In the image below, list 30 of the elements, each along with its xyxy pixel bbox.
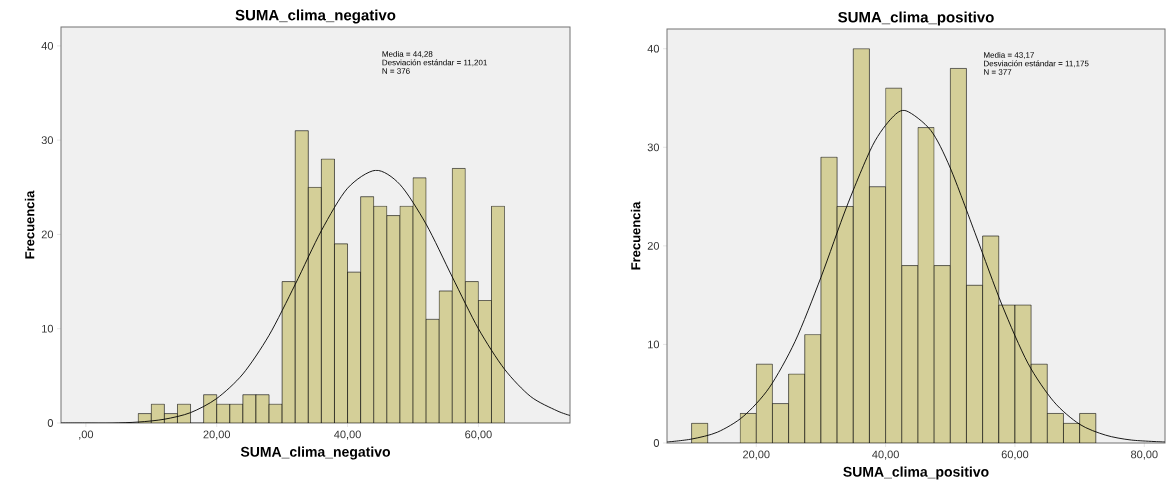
x-tick-label: 60,00 [465,430,492,440]
chart-title: SUMA_clima_positivo [838,11,994,26]
x-tick-label: 20,00 [203,430,231,440]
annotation: Desviación estándar = 11,175 [984,60,1089,68]
annotation: Desviación estándar = 11,201 [382,59,487,67]
x-tick-label: 40,00 [872,450,899,460]
y-tick-label: 10 [42,324,54,333]
y-tick-label: 40 [41,41,54,50]
annotation: N = 377 [984,69,1012,75]
x-tick-label: 80,00 [1131,450,1158,460]
y-tick-label: 20 [41,230,54,239]
x-tick-label: 20,00 [743,450,770,460]
x-tick-label: ,00 [79,430,94,440]
y-tick-label: 0 [47,419,54,427]
x-tick-label: 60,00 [1001,450,1029,460]
x-axis-title: SUMA_clima_positivo [843,466,989,480]
y-tick-label: 10 [648,340,660,349]
y-tick-label: 30 [41,136,54,145]
annotation: Media = 43,17 [984,51,1034,59]
y-axis-title: Frecuencia [630,201,641,270]
x-tick-label: 40,00 [334,430,361,440]
y-tick-label: 20 [647,241,660,250]
y-axis-title: Frecuencia [24,190,35,259]
annotation: Media = 44,28 [382,50,433,58]
annotation: N = 376 [382,68,410,74]
y-tick-label: 30 [647,143,660,152]
y-tick-label: 0 [653,439,660,447]
y-tick-label: 40 [647,44,660,53]
x-axis-title: SUMA_clima_negativo [240,446,391,460]
chart-title: SUMA_clima_negativo [235,9,396,24]
